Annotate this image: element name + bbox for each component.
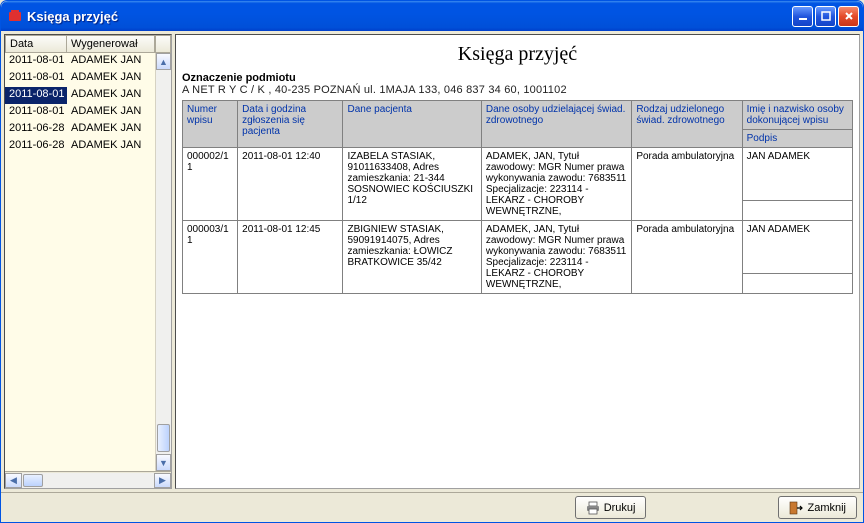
- h-scroll-thumb[interactable]: [23, 474, 43, 487]
- horizontal-scrollbar[interactable]: ◀ ▶: [5, 471, 171, 488]
- th-provider: Dane osoby udzielającej świad. zdrowotne…: [481, 101, 631, 148]
- client-area: Data Wygenerował 2011-08-01ADAMEK JAN201…: [1, 31, 863, 492]
- app-icon: [7, 8, 23, 24]
- list-cell-date: 2011-06-28: [5, 138, 67, 155]
- cell-author: JAN ADAMEK: [742, 221, 852, 274]
- col-date-header[interactable]: Data: [5, 35, 67, 53]
- scroll-up-icon[interactable]: ▲: [156, 53, 171, 70]
- close-window-button[interactable]: Zamknij: [778, 496, 857, 519]
- cell-number: 000002/11: [183, 148, 238, 221]
- print-button[interactable]: Drukuj: [575, 496, 647, 519]
- titlebar: Księga przyjęć: [1, 1, 863, 31]
- cell-provider: ADAMEK, JAN, Tytuł zawodowy: MGR Numer p…: [481, 221, 631, 294]
- list-row[interactable]: 2011-08-01ADAMEK JAN: [5, 70, 171, 87]
- cell-number: 000003/11: [183, 221, 238, 294]
- list-cell-date: 2011-08-01: [5, 87, 67, 104]
- window: Księga przyjęć Data Wygenerował 2011-08-…: [0, 0, 864, 523]
- print-button-label: Drukuj: [604, 502, 636, 514]
- list-row[interactable]: 2011-06-28ADAMEK JAN: [5, 121, 171, 138]
- list-cell-date: 2011-08-01: [5, 70, 67, 87]
- subject-text: A NET R Y C / K , 40-235 POZNAŃ ul. 1MAJ…: [182, 84, 853, 96]
- window-title: Księga przyjęć: [27, 9, 792, 24]
- list-row[interactable]: 2011-08-01ADAMEK JAN: [5, 104, 171, 121]
- th-author: Imię i nazwisko osoby dokonującej wpisu: [742, 101, 852, 130]
- scroll-right-icon[interactable]: ▶: [154, 473, 171, 488]
- minimize-button[interactable]: [792, 6, 813, 27]
- col-header-scroll-gap: [155, 35, 171, 53]
- cell-service: Porada ambulatoryjna: [632, 148, 742, 221]
- th-service: Rodzaj udzielonego świad. zdrowotnego: [632, 101, 742, 148]
- list-cell-date: 2011-08-01: [5, 104, 67, 121]
- cell-author: JAN ADAMEK: [742, 148, 852, 201]
- cell-patient: IZABELA STASIAK, 91011633408, Adres zami…: [343, 148, 481, 221]
- scroll-left-icon[interactable]: ◀: [5, 473, 22, 488]
- cell-datetime: 2011-08-01 12:40: [238, 148, 343, 221]
- subject-label: Oznaczenie podmiotu: [182, 72, 853, 84]
- close-button[interactable]: [838, 6, 859, 27]
- scroll-thumb[interactable]: [157, 424, 170, 452]
- th-patient: Dane pacjenta: [343, 101, 481, 148]
- th-signature: Podpis: [742, 130, 852, 148]
- entries-list: Data Wygenerował 2011-08-01ADAMEK JAN201…: [4, 34, 172, 489]
- cell-signature: [742, 200, 852, 220]
- report-title: Księga przyjęć: [182, 43, 853, 66]
- close-window-button-label: Zamknij: [807, 502, 846, 514]
- cell-signature: [742, 273, 852, 293]
- entries-rows[interactable]: 2011-08-01ADAMEK JAN2011-08-01ADAMEK JAN…: [5, 53, 171, 471]
- scroll-down-icon[interactable]: ▼: [156, 454, 171, 471]
- exit-icon: [789, 501, 803, 515]
- list-cell-date: 2011-08-01: [5, 53, 67, 70]
- entries-header: Data Wygenerował: [5, 35, 171, 53]
- list-row[interactable]: 2011-06-28ADAMEK JAN: [5, 138, 171, 155]
- scroll-track[interactable]: [156, 70, 171, 454]
- cell-provider: ADAMEK, JAN, Tytuł zawodowy: MGR Numer p…: [481, 148, 631, 221]
- list-row[interactable]: 2011-08-01ADAMEK JAN: [5, 87, 171, 104]
- table-row: 000003/112011-08-01 12:45ZBIGNIEW STASIA…: [183, 221, 853, 274]
- cell-patient: ZBIGNIEW STASIAK, 59091914075, Adres zam…: [343, 221, 481, 294]
- maximize-button[interactable]: [815, 6, 836, 27]
- report-viewer[interactable]: Księga przyjęć Oznaczenie podmiotu A NET…: [175, 34, 860, 489]
- printer-icon: [586, 501, 600, 515]
- list-cell-date: 2011-06-28: [5, 121, 67, 138]
- th-datetime: Data i godzina zgłoszenia się pacjenta: [238, 101, 343, 148]
- cell-service: Porada ambulatoryjna: [632, 221, 742, 294]
- h-scroll-track[interactable]: [22, 473, 154, 488]
- vertical-scrollbar[interactable]: ▲ ▼: [155, 53, 171, 471]
- bottom-toolbar: Drukuj Zamknij: [1, 492, 863, 522]
- window-controls: [792, 6, 859, 27]
- list-row[interactable]: 2011-08-01ADAMEK JAN: [5, 53, 171, 70]
- col-user-header[interactable]: Wygenerował: [67, 35, 155, 53]
- cell-datetime: 2011-08-01 12:45: [238, 221, 343, 294]
- table-row: 000002/112011-08-01 12:40IZABELA STASIAK…: [183, 148, 853, 201]
- report-table: Numer wpisu Data i godzina zgłoszenia si…: [182, 100, 853, 294]
- th-number: Numer wpisu: [183, 101, 238, 148]
